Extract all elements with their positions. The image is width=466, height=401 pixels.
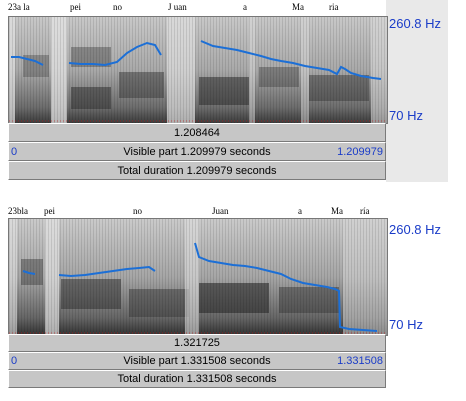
cursor-time: 1.208464	[9, 127, 385, 139]
segment-label: a	[298, 206, 302, 216]
spectrogram-2[interactable]	[8, 218, 388, 336]
visible-part-bar[interactable]: 0 Visible part 1.331508 seconds 1.331508	[8, 352, 386, 370]
segment-label: Ma	[292, 2, 304, 12]
visible-part-label: Visible part 1.209979 seconds	[9, 146, 385, 158]
praat-panel-1: 23a la pei no J uan a Ma ria	[0, 0, 466, 182]
spectrogram-1-canvas	[9, 17, 387, 123]
segment-label: 23a la	[8, 2, 30, 12]
segment-label: no	[133, 206, 142, 216]
segment-label: Juan	[212, 206, 229, 216]
spectrogram-1[interactable]	[8, 16, 388, 124]
visible-end: 1.331508	[337, 355, 383, 367]
segment-label: ria	[329, 2, 339, 12]
total-duration-bar[interactable]: Total duration 1.209979 seconds	[8, 161, 386, 180]
cursor-time-bar[interactable]: 1.321725	[8, 334, 386, 352]
max-frequency-label: 260.8 Hz	[389, 222, 441, 237]
cursor-time-bar[interactable]: 1.208464	[8, 123, 386, 142]
segment-label: pei	[44, 206, 55, 216]
segment-label: no	[113, 2, 122, 12]
spectrogram-2-canvas	[9, 219, 387, 335]
segment-label: a	[243, 2, 247, 12]
segment-label: Ma	[331, 206, 343, 216]
segment-label: pei	[70, 2, 81, 12]
segment-label: J uan	[168, 2, 187, 12]
praat-panel-2: 23bla pei no Juan a Ma ría	[0, 204, 466, 394]
min-frequency-label: 70 Hz	[389, 317, 423, 332]
visible-part-label: Visible part 1.331508 seconds	[9, 355, 385, 367]
visible-part-bar[interactable]: 0 Visible part 1.209979 seconds 1.209979	[8, 142, 386, 161]
segment-tier[interactable]: 23a la pei no J uan a Ma ria	[0, 0, 390, 16]
visible-end: 1.209979	[337, 146, 383, 158]
segment-label: 23bla	[8, 206, 28, 216]
cursor-time: 1.321725	[9, 337, 385, 349]
min-frequency-label: 70 Hz	[389, 108, 423, 123]
max-frequency-label: 260.8 Hz	[389, 16, 441, 31]
segment-label: ría	[360, 206, 370, 216]
total-duration-label: Total duration 1.209979 seconds	[9, 165, 385, 177]
total-duration-label: Total duration 1.331508 seconds	[9, 373, 385, 385]
total-duration-bar[interactable]: Total duration 1.331508 seconds	[8, 370, 386, 388]
